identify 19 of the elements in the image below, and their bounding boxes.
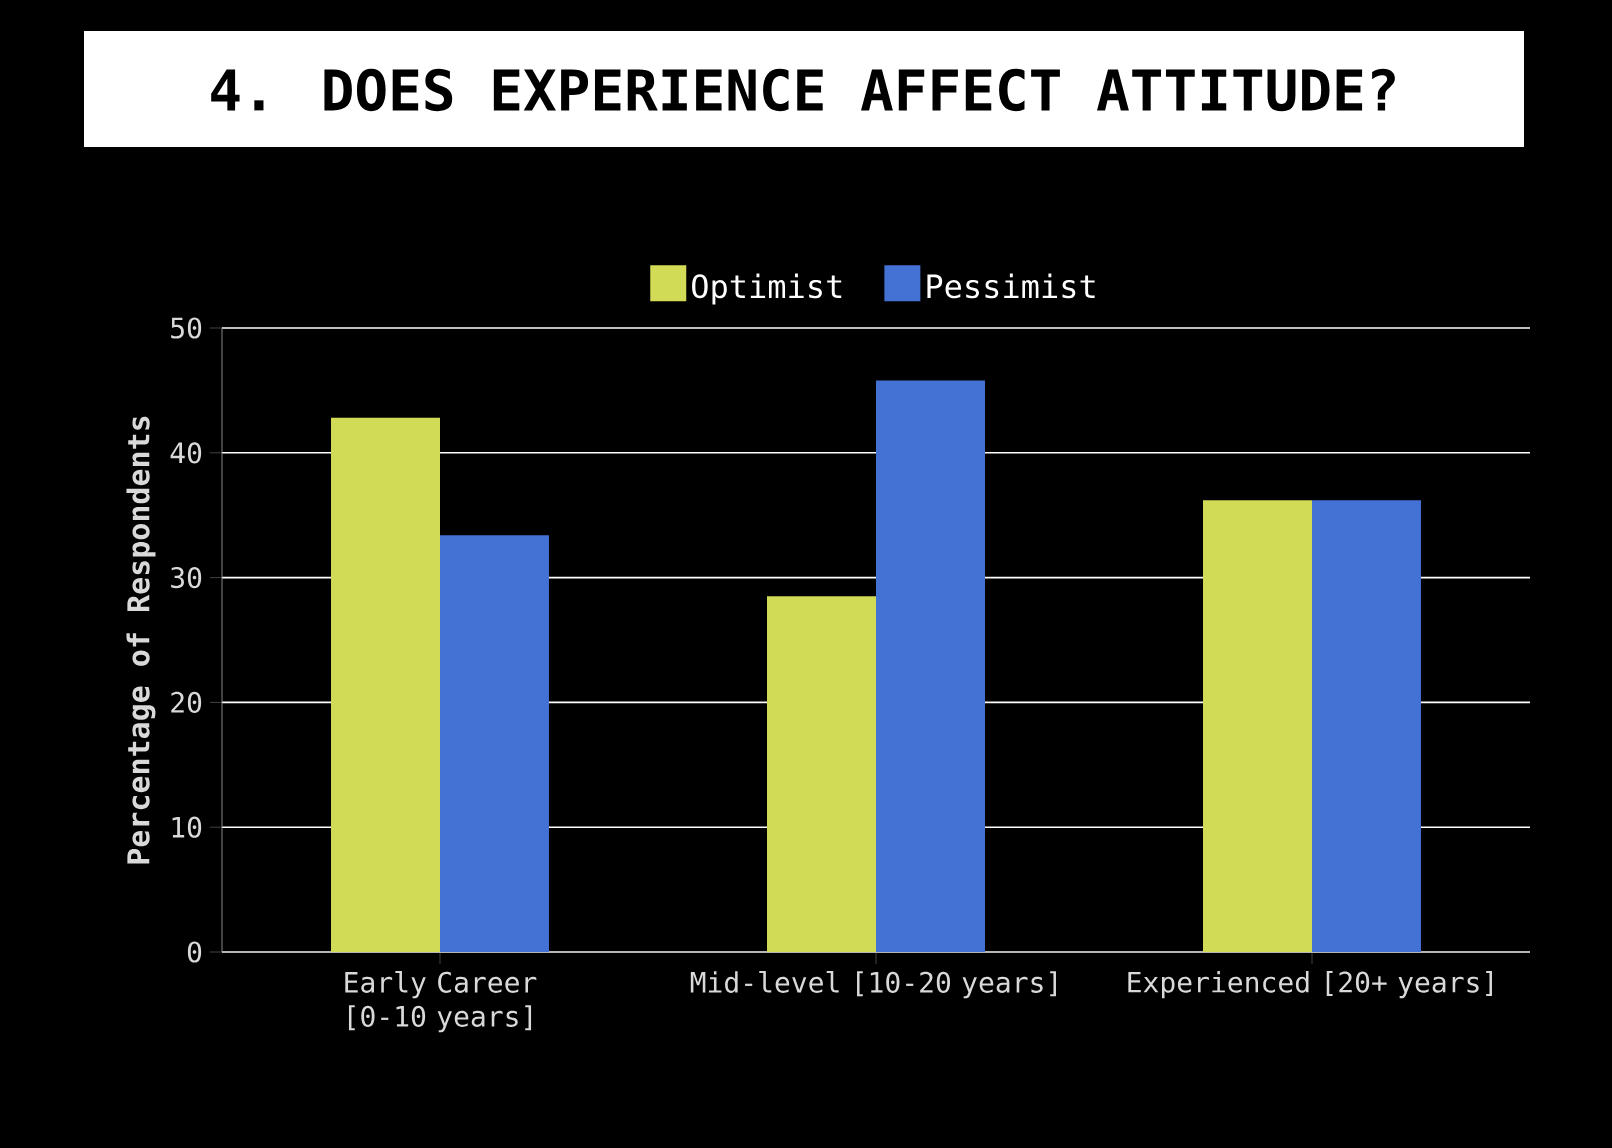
y-axis-title: Percentage of Respondents [126, 416, 156, 864]
bar [440, 535, 549, 952]
y-tick-label: 20 [171, 691, 202, 713]
bar [1203, 500, 1313, 952]
bar [1312, 500, 1422, 952]
chart-title: 4. DOES EXPERIENCE AFFECT ATTITUDE? [211, 68, 1395, 112]
legend-label: Optimist [692, 273, 842, 305]
x-tick-label: Mid-level [10-20 years] [690, 971, 1056, 999]
y-tick-label: 30 [171, 567, 202, 589]
bar [876, 380, 986, 952]
x-tick-label: Early Career [0-10 years] [345, 971, 537, 1033]
bar [767, 596, 877, 952]
x-tick-label: Experienced [20+ years] [1128, 971, 1492, 999]
y-tick-label: 0 [187, 941, 202, 963]
y-tick-label: 40 [170, 442, 202, 464]
bar [331, 417, 440, 952]
y-tick-label: 50 [171, 317, 202, 339]
legend-label: Pessimist [927, 273, 1095, 299]
y-tick-label: 10 [172, 816, 202, 838]
